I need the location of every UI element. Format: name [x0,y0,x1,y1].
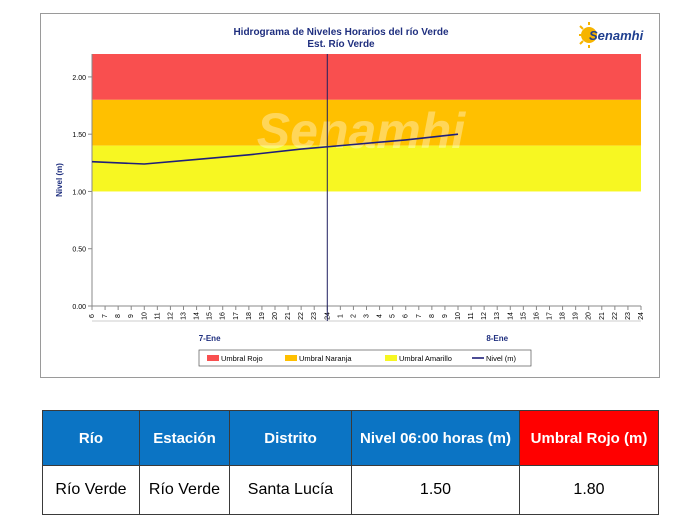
y-tick-label: 0.50 [72,247,86,254]
x-tick-label: 10 [455,312,462,320]
y-tick-label: 0.00 [72,304,86,311]
x-tick-label: 23 [625,312,632,320]
x-tick-label: 9 [128,314,135,318]
x-tick-label: 12 [481,312,488,320]
table-header-row: Río Estación Distrito Nivel 06:00 horas … [42,410,659,466]
x-tick-label: 15 [207,312,214,320]
y-tick-label: 1.00 [72,189,86,196]
x-tick-label: 18 [560,312,567,320]
station-table: Río Estación Distrito Nivel 06:00 horas … [42,410,659,515]
x-tick-label: 17 [233,312,240,320]
x-tick-label: 16 [220,312,227,320]
x-tick-label: 19 [259,312,266,320]
band-umbral-rojo [92,54,641,100]
header-distrito: Distrito [229,410,352,466]
cell-distrito: Santa Lucía [229,465,352,515]
legend-entry: Nivel (m) [486,354,516,363]
hydrograph-chart: Hidrograma de Niveles Horarios del río V… [55,27,645,367]
x-tick-label: 14 [507,312,514,320]
chart-title: Hidrograma de Niveles Horarios del río V… [233,27,449,38]
series-line-nivel [91,133,459,165]
header-estacion: Estación [139,410,230,466]
cell-nivel: 1.50 [351,465,520,515]
table-row: Río Verde Río Verde Santa Lucía 1.50 1.8… [42,465,659,515]
x-tick-label: 21 [285,312,292,320]
x-tick-label: 10 [141,312,148,320]
x-tick-label: 2 [350,314,357,318]
day-label-2: 8-Ene [486,334,508,343]
x-tick-label: 17 [547,312,554,320]
x-tick-label: 3 [364,314,371,318]
x-tick-label: 6 [89,314,96,318]
x-tick-label: 8 [115,314,122,318]
header-rio: Río [42,410,140,466]
header-nivel: Nivel 06:00 horas (m) [351,410,520,466]
x-tick-label: 9 [442,314,449,318]
x-tick-label: 11 [468,312,475,319]
x-tick-label: 22 [612,312,619,320]
x-tick-label: 1 [337,314,344,318]
chart-subtitle: Est. Río Verde [307,39,375,50]
x-tick-label: 14 [194,312,201,320]
x-tick-label: 16 [533,312,540,320]
x-tick-label: 7 [102,314,109,318]
x-tick-label: 7 [416,314,423,318]
band-umbral-naranja [92,99,641,146]
x-tick-label: 24 [638,312,645,320]
x-tick-label: 19 [573,312,580,320]
legend-swatch [207,355,219,361]
senamhi-logo: Senamhi [578,21,648,49]
legend-entry: Umbral Naranja [299,354,352,363]
band-umbral-amarillo [92,145,641,192]
legend-entry: Umbral Rojo [221,354,263,363]
x-tick-label: 6 [403,314,410,318]
x-tick-label: 23 [311,312,318,320]
x-tick-label: 5 [390,314,397,318]
x-tick-label: 11 [154,312,161,319]
logo-text: Senamhi [589,28,644,43]
legend-swatch [285,355,297,361]
legend-entry: Umbral Amarillo [399,354,452,363]
chart-frame: Hidrograma de Niveles Horarios del río V… [40,13,660,378]
legend-swatch [385,355,397,361]
cell-estacion: Río Verde [139,465,230,515]
x-tick-label: 8 [429,314,436,318]
x-tick-label: 12 [167,312,174,320]
x-tick-label: 4 [377,314,384,318]
cell-rio: Río Verde [42,465,140,515]
x-tick-label: 22 [298,312,305,320]
header-umbral-rojo: Umbral Rojo (m) [519,410,659,466]
x-tick-label: 13 [181,312,188,320]
x-tick-label: 13 [494,312,501,320]
y-axis-label: Nivel (m) [55,163,64,197]
cell-umbral-rojo: 1.80 [519,465,659,515]
y-tick-label: 1.50 [72,132,86,139]
x-tick-label: 18 [246,312,253,320]
y-tick-label: 2.00 [72,75,86,82]
day-label-1: 7-Ene [199,334,221,343]
x-tick-label: 21 [599,312,606,320]
sun-icon [579,22,597,48]
x-tick-label: 20 [586,312,593,320]
x-tick-label: 20 [272,312,279,320]
legend-box [198,349,532,367]
x-tick-label: 15 [520,312,527,320]
